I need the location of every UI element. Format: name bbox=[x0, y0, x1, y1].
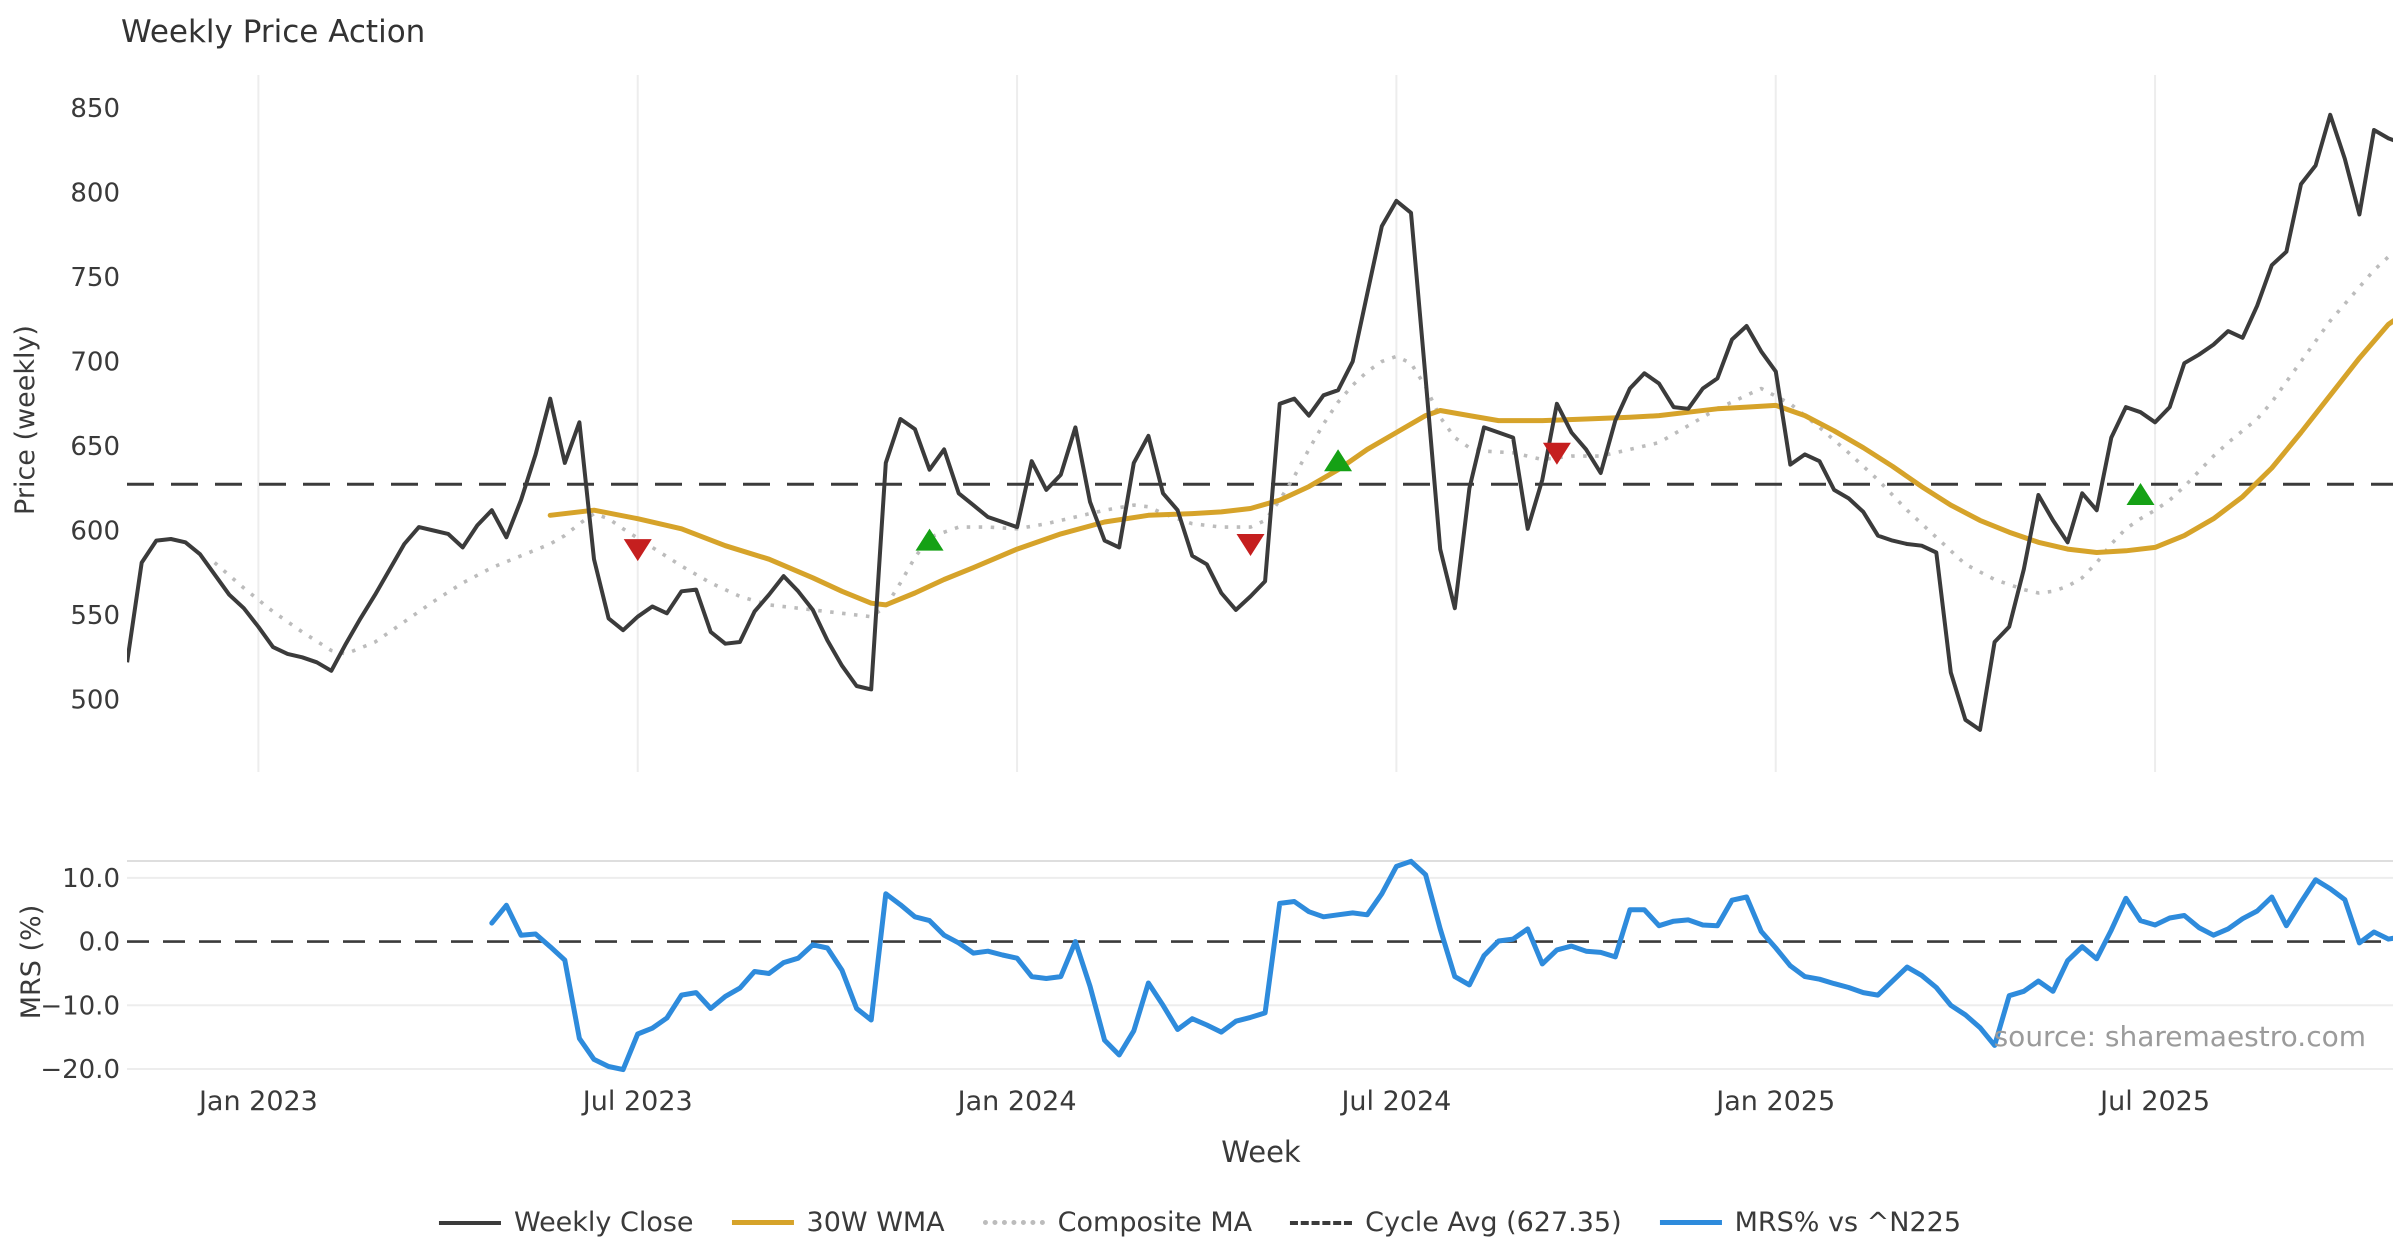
legend: Weekly Close 30W WMA Composite MA Cycle … bbox=[438, 1207, 1962, 1238]
x-tick-label: Jul 2024 bbox=[1339, 1086, 1451, 1117]
weekly-close-line-sample bbox=[438, 1220, 501, 1225]
sell-marker-icon bbox=[623, 539, 652, 562]
price-tick-label: 800 bbox=[70, 179, 120, 209]
price-tick-label: 650 bbox=[70, 432, 120, 462]
gridlines bbox=[127, 75, 2393, 1070]
price-tick-label: 850 bbox=[70, 94, 120, 124]
buy-marker-icon bbox=[2126, 483, 2155, 506]
weekly-close-line bbox=[127, 112, 2393, 732]
legend-item-30w-wma: 30W WMA bbox=[731, 1207, 945, 1238]
chart-title: Weekly Price Action bbox=[121, 14, 425, 50]
composite-ma-line bbox=[213, 251, 2393, 656]
x-tick-label: Jan 2025 bbox=[1714, 1086, 1835, 1117]
legend-label: Composite MA bbox=[1057, 1207, 1253, 1238]
x-tick-label: Jul 2025 bbox=[2098, 1086, 2210, 1117]
sell-marker-icon bbox=[1236, 534, 1265, 557]
price-tick-label: 700 bbox=[70, 348, 120, 378]
legend-label: MRS% vs ^N225 bbox=[1734, 1207, 1962, 1238]
mrs-line bbox=[489, 858, 2393, 1073]
price-tick-label: 550 bbox=[70, 601, 120, 631]
axis-tick-labels: Jan 2023 Jul 2023 Jan 2024 Jul 2024 Jan 2025… bbox=[40, 94, 2210, 1117]
legend-label: Weekly Close bbox=[513, 1207, 694, 1238]
mrs-tick-label: −10.0 bbox=[40, 991, 120, 1021]
legend-item-composite-ma: Composite MA bbox=[982, 1207, 1253, 1238]
signal-markers bbox=[623, 442, 2155, 562]
composite-ma-line-sample bbox=[982, 1220, 1045, 1225]
x-axis-label: Week bbox=[1221, 1135, 1301, 1169]
price-tick-label: 500 bbox=[70, 686, 120, 716]
series-lines bbox=[127, 112, 2393, 1073]
price-tick-label: 750 bbox=[70, 263, 120, 293]
x-tick-label: Jan 2024 bbox=[956, 1086, 1077, 1117]
buy-marker-icon bbox=[1324, 449, 1353, 472]
legend-item-mrs: MRS% vs ^N225 bbox=[1659, 1207, 1962, 1238]
cycle-avg-line-sample bbox=[1290, 1220, 1353, 1225]
x-tick-label: Jul 2023 bbox=[581, 1086, 693, 1117]
wma-line bbox=[547, 318, 2393, 608]
legend-label: 30W WMA bbox=[806, 1207, 945, 1238]
price-axis-label: Price (weekly) bbox=[10, 325, 41, 515]
price-tick-label: 600 bbox=[70, 517, 120, 547]
mrs-line-sample bbox=[1659, 1220, 1722, 1225]
wma-line-sample bbox=[731, 1220, 794, 1225]
x-tick-label: Jan 2023 bbox=[197, 1086, 318, 1117]
mrs-tick-label: 0.0 bbox=[79, 928, 120, 958]
legend-item-weekly-close: Weekly Close bbox=[438, 1207, 694, 1238]
source-watermark: source: sharemaestro.com bbox=[1994, 1020, 2366, 1053]
mrs-tick-label: 10.0 bbox=[62, 864, 120, 894]
legend-label: Cycle Avg (627.35) bbox=[1365, 1207, 1622, 1238]
buy-marker-icon bbox=[915, 528, 944, 551]
legend-item-cycle-avg: Cycle Avg (627.35) bbox=[1290, 1207, 1622, 1238]
mrs-tick-label: −20.0 bbox=[40, 1055, 120, 1085]
mrs-axis-label: MRS (%) bbox=[16, 905, 47, 1020]
sell-marker-icon bbox=[1542, 442, 1571, 465]
